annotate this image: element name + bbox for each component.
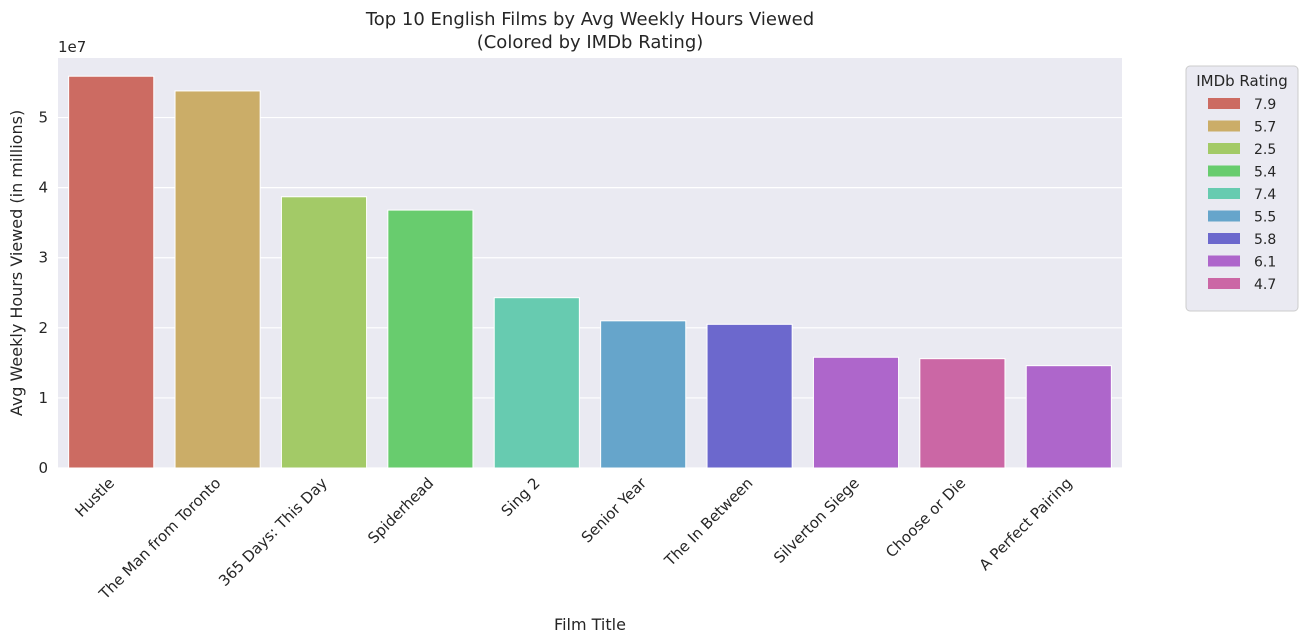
legend-swatch [1208,165,1240,177]
legend-box [1185,65,1299,312]
y-offset-label: 1e7 [58,38,86,56]
legend-label: 7.9 [1254,97,1276,113]
x-tick-label: A Perfect Pairing [976,474,1076,574]
x-tick-label: Spiderhead [364,474,437,547]
bars [68,75,1112,469]
y-ticks: 0 1 2 3 4 5 [38,109,48,477]
bar [1025,365,1112,469]
bar [706,323,793,469]
legend-title: IMDb Rating [1196,72,1288,90]
bar [919,358,1006,469]
legend-swatch [1208,120,1240,132]
bar [280,196,368,469]
legend-swatch [1208,188,1240,199]
x-tick-label: Senior Year [578,474,651,547]
legend-label: 7.4 [1254,187,1276,203]
y-tick-label: 2 [38,319,48,337]
x-tick-label: Silverton Siege [770,474,863,567]
legend-swatch [1208,233,1240,244]
bar [387,209,474,469]
legend: IMDb Rating 7.9 5.7 2.5 5.4 7.4 5.5 5.8 6.1 4.7 [1185,65,1299,312]
legend-swatch [1208,255,1240,267]
legend-label: 2.5 [1254,142,1276,158]
legend-label: 5.5 [1254,210,1276,226]
legend-swatch [1208,278,1240,289]
x-tick-label: The In Between [660,474,756,570]
x-tick-label: The Man from Toronto [95,474,224,603]
bar [812,356,900,469]
legend-label: 5.4 [1254,165,1276,181]
bar [174,90,261,469]
legend-label: 6.1 [1254,255,1276,271]
y-tick-label: 3 [38,249,48,267]
y-tick-label: 0 [38,459,48,477]
legend-label: 5.7 [1254,120,1276,136]
chart-title: Top 10 English Films by Avg Weekly Hours… [365,9,814,30]
legend-label: 4.7 [1254,277,1276,293]
y-axis-label: Avg Weekly Hours Viewed (in millions) [7,110,26,416]
bar [493,297,580,469]
x-tick-label: Hustle [71,474,118,521]
y-tick-label: 1 [38,389,48,407]
legend-swatch [1208,143,1240,154]
chart-subtitle: (Colored by IMDb Rating) [477,32,704,53]
x-tick-label: Sing 2 [498,474,544,520]
legend-label: 5.8 [1254,232,1276,248]
legend-entries: 7.9 5.7 2.5 5.4 7.4 5.5 5.8 6.1 4.7 [1208,97,1276,293]
bar [600,320,687,469]
x-tick-label: 365 Days: This Day [215,474,331,590]
x-tick-label: Choose or Die [882,474,969,561]
y-tick-label: 5 [38,109,48,127]
legend-swatch [1208,98,1240,109]
bar [68,75,155,469]
y-tick-label: 4 [38,179,48,197]
legend-swatch [1208,210,1240,222]
x-axis-label: Film Title [554,615,626,634]
